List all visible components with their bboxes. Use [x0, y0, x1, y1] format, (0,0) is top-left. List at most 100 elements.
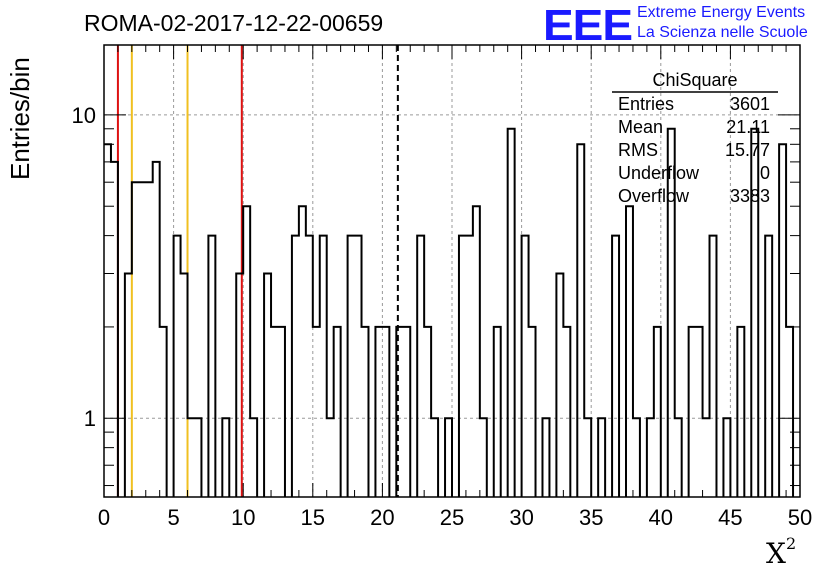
histogram-bin [473, 206, 480, 497]
histogram-bin [125, 274, 132, 497]
x-tick-label: 50 [788, 505, 812, 530]
histogram-bin [320, 236, 327, 497]
histogram-bin [494, 327, 501, 497]
stats-title: ChiSquare [652, 70, 737, 90]
eee-logo: EEE [543, 0, 633, 50]
histogram-bin [348, 236, 355, 497]
histogram-bin [710, 236, 717, 497]
histogram-bin [111, 162, 118, 497]
histogram-bin [556, 274, 563, 497]
stats-value-underflow: 0 [760, 163, 770, 183]
histogram-bin [194, 418, 201, 497]
histogram-bin [598, 418, 605, 497]
histogram-bin [292, 236, 299, 497]
histogram-bin [174, 236, 181, 497]
histogram-bin [779, 144, 786, 497]
logo-line-1: Extreme Energy Events [637, 4, 806, 21]
histogram-bin [153, 162, 160, 497]
histogram-bin [696, 327, 703, 497]
histogram-bin [654, 327, 661, 497]
run-title: ROMA-02-2017-12-22-00659 [84, 10, 384, 36]
histogram-bin [786, 327, 793, 497]
histogram-bin [299, 206, 306, 497]
x-tick-label: 5 [167, 505, 179, 530]
x-tick-label: 45 [718, 505, 742, 530]
x-tick-label: 10 [231, 505, 255, 530]
histogram-bin [612, 236, 619, 497]
y-axis-label: Entries/bin [5, 57, 35, 180]
x-tick-label: 20 [370, 505, 394, 530]
histogram-bin [563, 327, 570, 497]
histogram-bin [466, 236, 473, 497]
histogram-bin [139, 182, 146, 497]
logo-line-2: La Scienza nelle Scuole [637, 24, 808, 41]
histogram-bin [529, 327, 536, 497]
histogram-bin [522, 236, 529, 497]
x-axis-label-superscript: 2 [785, 534, 797, 553]
x-axis-label-base: X [766, 537, 786, 570]
histogram-bin [417, 236, 424, 497]
histogram-bin [146, 182, 153, 497]
x-tick-label: 25 [440, 505, 464, 530]
histogram-bin [104, 144, 111, 497]
histogram-bin [160, 327, 167, 497]
histogram-bin [542, 418, 549, 497]
stats-value-mean: 21.11 [726, 117, 770, 137]
stats-value-rms: 15.77 [725, 140, 770, 160]
histogram-bin [431, 418, 438, 497]
histogram-bin [264, 274, 271, 497]
histogram-bin [375, 327, 382, 497]
histogram-bin [403, 327, 410, 497]
histogram-bin [668, 129, 675, 497]
x-tick-label: 15 [301, 505, 325, 530]
histogram-bin [577, 144, 584, 497]
histogram-bin [675, 418, 682, 497]
histogram-bin [703, 418, 710, 497]
histogram-bin [480, 418, 487, 497]
x-tick-label: 30 [509, 505, 533, 530]
histogram-bin [250, 418, 257, 497]
histogram-bin [647, 418, 654, 497]
histogram-bin [424, 327, 431, 497]
histogram-bin [208, 236, 215, 497]
stats-label-overflow: Overflow [618, 186, 690, 206]
histogram-bin [132, 182, 139, 497]
histogram-bin [459, 236, 466, 497]
histogram-bin [181, 274, 188, 497]
histogram-bin [188, 418, 195, 497]
stats-label-underflow: Underflow [618, 163, 700, 183]
x-tick-label: 0 [98, 505, 110, 530]
histogram-bin [626, 206, 633, 497]
y-tick-label: 10 [72, 103, 96, 128]
histogram-bin [508, 129, 515, 497]
histogram-bin [313, 327, 320, 497]
histogram-bin [382, 327, 389, 497]
histogram-bin [396, 327, 403, 497]
histogram-bin [327, 418, 334, 497]
x-tick-label: 40 [649, 505, 673, 530]
stats-value-entries: 3601 [730, 94, 770, 114]
stats-label-mean: Mean [618, 117, 663, 137]
histogram-bin [723, 418, 730, 497]
y-tick-label: 1 [84, 406, 96, 431]
histogram-bin [334, 327, 341, 497]
histogram-bin [362, 327, 369, 497]
histogram-bin [584, 418, 591, 497]
histogram-bin [737, 327, 744, 497]
stats-label-rms: RMS [618, 140, 658, 160]
histogram-bin [271, 327, 278, 497]
histogram-bin [355, 236, 362, 497]
stats-label-entries: Entries [618, 94, 674, 114]
x-tick-label: 35 [579, 505, 603, 530]
histogram-bin [765, 236, 772, 497]
histogram-bin [222, 418, 229, 497]
histogram-bin [278, 327, 285, 497]
histogram-bin [445, 418, 452, 497]
histogram-series [104, 127, 795, 497]
histogram-bin [633, 418, 640, 497]
histogram-bin [689, 327, 696, 497]
histogram-bin [306, 236, 313, 497]
stats-value-overflow: 3383 [730, 186, 770, 206]
x-axis-label: X2 [766, 534, 796, 570]
